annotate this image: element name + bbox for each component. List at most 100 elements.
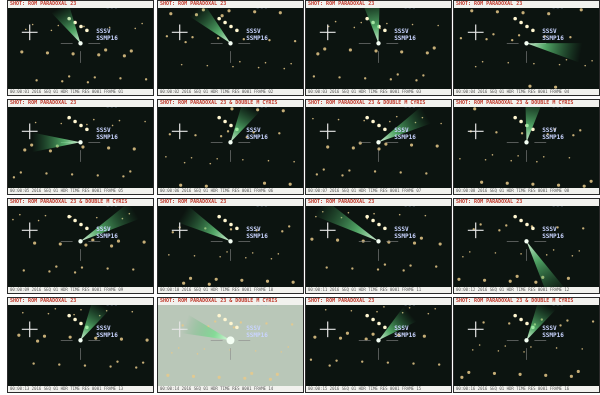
crosshair-icon [171,222,188,239]
video-frame[interactable]: — — — SHOT: ROM PARADOXAL 23 SSSV SSMP16 0… [157,198,304,294]
video-frame[interactable]: — — — SHOT: ROM PARADOXAL 23 SSSV SSMP16 0… [305,198,452,294]
video-frame[interactable]: — — — SHOT: ROM PARADOXAL 23 & DOUBLE M … [305,99,452,195]
light-beam [32,132,81,153]
target-label: SSSV SSMP16 [542,27,564,42]
crosshair-icon [467,321,484,338]
frame-header-text: SHOT: ROM PARADOXAL 23 [10,298,77,304]
frame-grid: — — — SHOT: ROM PARADOXAL 23 SSSV SSMP16 0… [7,0,600,395]
video-frame[interactable]: — — — SHOT: ROM PARADOXAL 23 & DOUBLE M … [7,198,154,294]
frame-footer: 00:00:06 2016 SEQ 01 HDR TIME RES 0001 F… [158,188,303,194]
target-label: SSSV SSMP16 [96,225,118,240]
frame-header: SHOT: ROM PARADOXAL 23 & DOUBLE M CYRIS [454,298,599,305]
crosshair-icon [21,321,38,338]
frame-footer: 00:00:12 2016 SEQ 01 HDR TIME RES 0001 F… [454,287,599,293]
light-source [376,338,381,343]
light-source [376,239,381,244]
target-label: SSSV SSMP16 [96,126,118,141]
frame-footer: 00:00:14 2016 SEQ 01 HDR TIME RES 0001 F… [158,386,303,392]
frame-footer: 00:00:05 2016 SEQ 01 HDR TIME RES 0001 F… [8,188,153,194]
light-source [78,338,83,343]
light-beam [189,2,231,44]
light-source [78,41,83,46]
frame-header-text: SHOT: ROM PARADOXAL 23 & DOUBLE M CYRIS [10,199,128,205]
video-frame[interactable]: — — — SHOT: ROM PARADOXAL 23 SSSV SSMP16 0… [7,297,154,393]
crosshair-icon [319,123,336,140]
crosshair-icon [319,222,336,239]
frame-header-text: SHOT: ROM PARADOXAL 23 [10,100,77,106]
light-source [78,239,83,244]
video-frame[interactable]: — — — SHOT: ROM PARADOXAL 23 SSSV SSMP16 0… [305,0,452,96]
video-frame[interactable]: — — — SHOT: ROM PARADOXAL 23 & DOUBLE M … [453,297,600,393]
crosshair-icon [21,24,38,41]
frame-header-text: SHOT: ROM PARADOXAL 23 & DOUBLE M CYRIS [308,100,426,106]
frame-scene: — — — [168,204,295,286]
frame-header-text: SHOT: ROM PARADOXAL 23 [10,1,77,7]
frame-footer: 00:00:11 2016 SEQ 01 HDR TIME RES 0001 F… [306,287,451,293]
frame-header-text: SHOT: ROM PARADOXAL 23 [308,1,375,7]
crosshair-icon [467,123,484,140]
crosshair-icon [319,321,336,338]
frame-header-text: SHOT: ROM PARADOXAL 23 & DOUBLE M CYRIS [456,100,574,106]
video-frame[interactable]: — — — SHOT: ROM PARADOXAL 23 & DOUBLE M … [157,297,304,393]
video-frame[interactable]: — — — SHOT: ROM PARADOXAL 23 SSSV SSMP16 0… [7,0,154,96]
target-label: SSSV SSMP16 [96,27,118,42]
frame-scene: — — — [459,100,593,188]
crosshair-icon [21,222,38,239]
light-beam [181,314,231,341]
frame-header: SHOT: ROM PARADOXAL 23 & DOUBLE M CYRIS [306,100,451,107]
video-frame[interactable]: — — — SHOT: ROM PARADOXAL 23 SSSV SSMP16 0… [453,198,600,294]
target-label: SSSV SSMP16 [394,27,416,42]
light-source [228,239,233,244]
frame-scene: — — — [457,204,585,293]
video-frame[interactable]: — — — SHOT: ROM PARADOXAL 23 SSSV SSMP16 0… [305,297,452,393]
frame-header: SHOT: ROM PARADOXAL 23 [454,1,599,8]
frame-header: SHOT: ROM PARADOXAL 23 [454,199,599,206]
frame-scene: — — — [12,105,146,179]
frame-header-text: SHOT: ROM PARADOXAL 23 [160,199,227,205]
light-beam [525,100,544,143]
frame-header-text: SHOT: ROM PARADOXAL 23 [456,199,523,205]
frame-footer: 00:00:02 2016 SEQ 01 HDR TIME RES 0001 F… [158,89,303,95]
crosshair-icon [467,222,484,239]
target-label: SSSV SSMP16 [542,126,564,141]
light-beam [526,43,583,63]
video-frame[interactable]: — — — SHOT: ROM PARADOXAL 23 SSSV SSMP16 0… [453,0,600,96]
frame-scene: — — — [460,299,595,379]
frame-footer: 00:00:13 2016 SEQ 01 HDR TIME RES 0001 F… [8,386,153,392]
light-beam [361,1,380,44]
target-label: SSSV SSMP16 [542,225,564,240]
frame-header-text: SHOT: ROM PARADOXAL 23 & DOUBLE M CYRIS [160,100,278,106]
frame-header: SHOT: ROM PARADOXAL 23 [306,199,451,206]
video-frame[interactable]: — — — SHOT: ROM PARADOXAL 23 SSSV SSMP16 0… [157,0,304,96]
crosshair-icon [21,123,38,140]
light-source [228,41,233,46]
target-label: SSSV SSMP16 [394,324,416,339]
video-frame[interactable]: — — — SHOT: ROM PARADOXAL 23 & DOUBLE M … [453,99,600,195]
light-source [78,140,83,145]
video-frame[interactable]: — — — SHOT: ROM PARADOXAL 23 & DOUBLE M … [157,99,304,195]
light-beam [526,241,567,293]
target-label: SSSV SSMP16 [394,126,416,141]
frame-header-text: SHOT: ROM PARADOXAL 23 & DOUBLE M CYRIS [160,298,278,304]
crosshair-icon [467,24,484,41]
target-label: SSSV SSMP16 [96,324,118,339]
frame-header-text: SHOT: ROM PARADOXAL 23 [456,1,523,7]
frame-footer: 00:00:01 2016 SEQ 01 HDR TIME RES 0001 F… [8,89,153,95]
frame-footer: 00:00:09 2016 SEQ 01 HDR TIME RES 0001 F… [8,287,153,293]
light-beam [230,101,260,143]
frame-scene: — — — [459,6,593,89]
frame-header-text: SHOT: ROM PARADOXAL 23 & DOUBLE M CYRIS [456,298,574,304]
frame-header: SHOT: ROM PARADOXAL 23 [306,1,451,8]
frame-header: SHOT: ROM PARADOXAL 23 & DOUBLE M CYRIS [158,100,303,107]
frame-header: SHOT: ROM PARADOXAL 23 [306,298,451,305]
video-frame[interactable]: — — — SHOT: ROM PARADOXAL 23 SSSV SSMP16 0… [7,99,154,195]
target-label: SSSV SSMP16 [394,225,416,240]
light-beam [80,299,110,341]
light-beam [378,106,432,143]
frame-scene: — — — [20,2,148,84]
light-source [524,239,529,244]
target-label: SSSV SSMP16 [246,126,268,141]
frame-scene: — — — [312,105,442,177]
frame-header: SHOT: ROM PARADOXAL 23 [158,199,303,206]
frame-header: SHOT: ROM PARADOXAL 23 [8,1,153,8]
